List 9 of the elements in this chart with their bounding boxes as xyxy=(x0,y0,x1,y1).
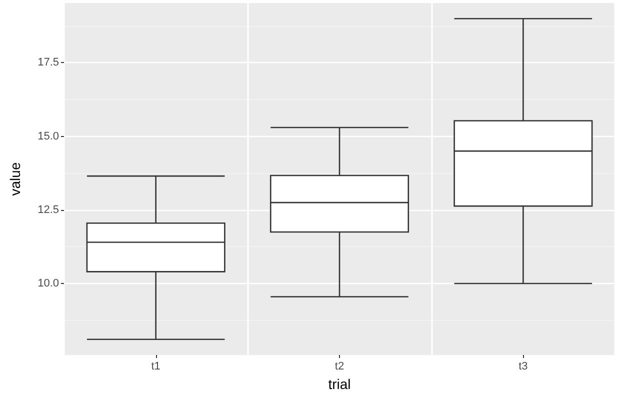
y-tick-label: 17.5 xyxy=(38,56,59,69)
y-tick-label: 12.5 xyxy=(38,204,59,216)
x-tick-label: t2 xyxy=(334,360,344,372)
y-axis-title: value xyxy=(7,162,23,196)
x-tick-label: t3 xyxy=(518,360,528,372)
x-axis-title: trial xyxy=(328,376,351,392)
y-tick-label: 15.0 xyxy=(38,130,59,142)
x-tick-label: t1 xyxy=(151,360,160,372)
y-tick-label: 10.0 xyxy=(38,277,59,290)
